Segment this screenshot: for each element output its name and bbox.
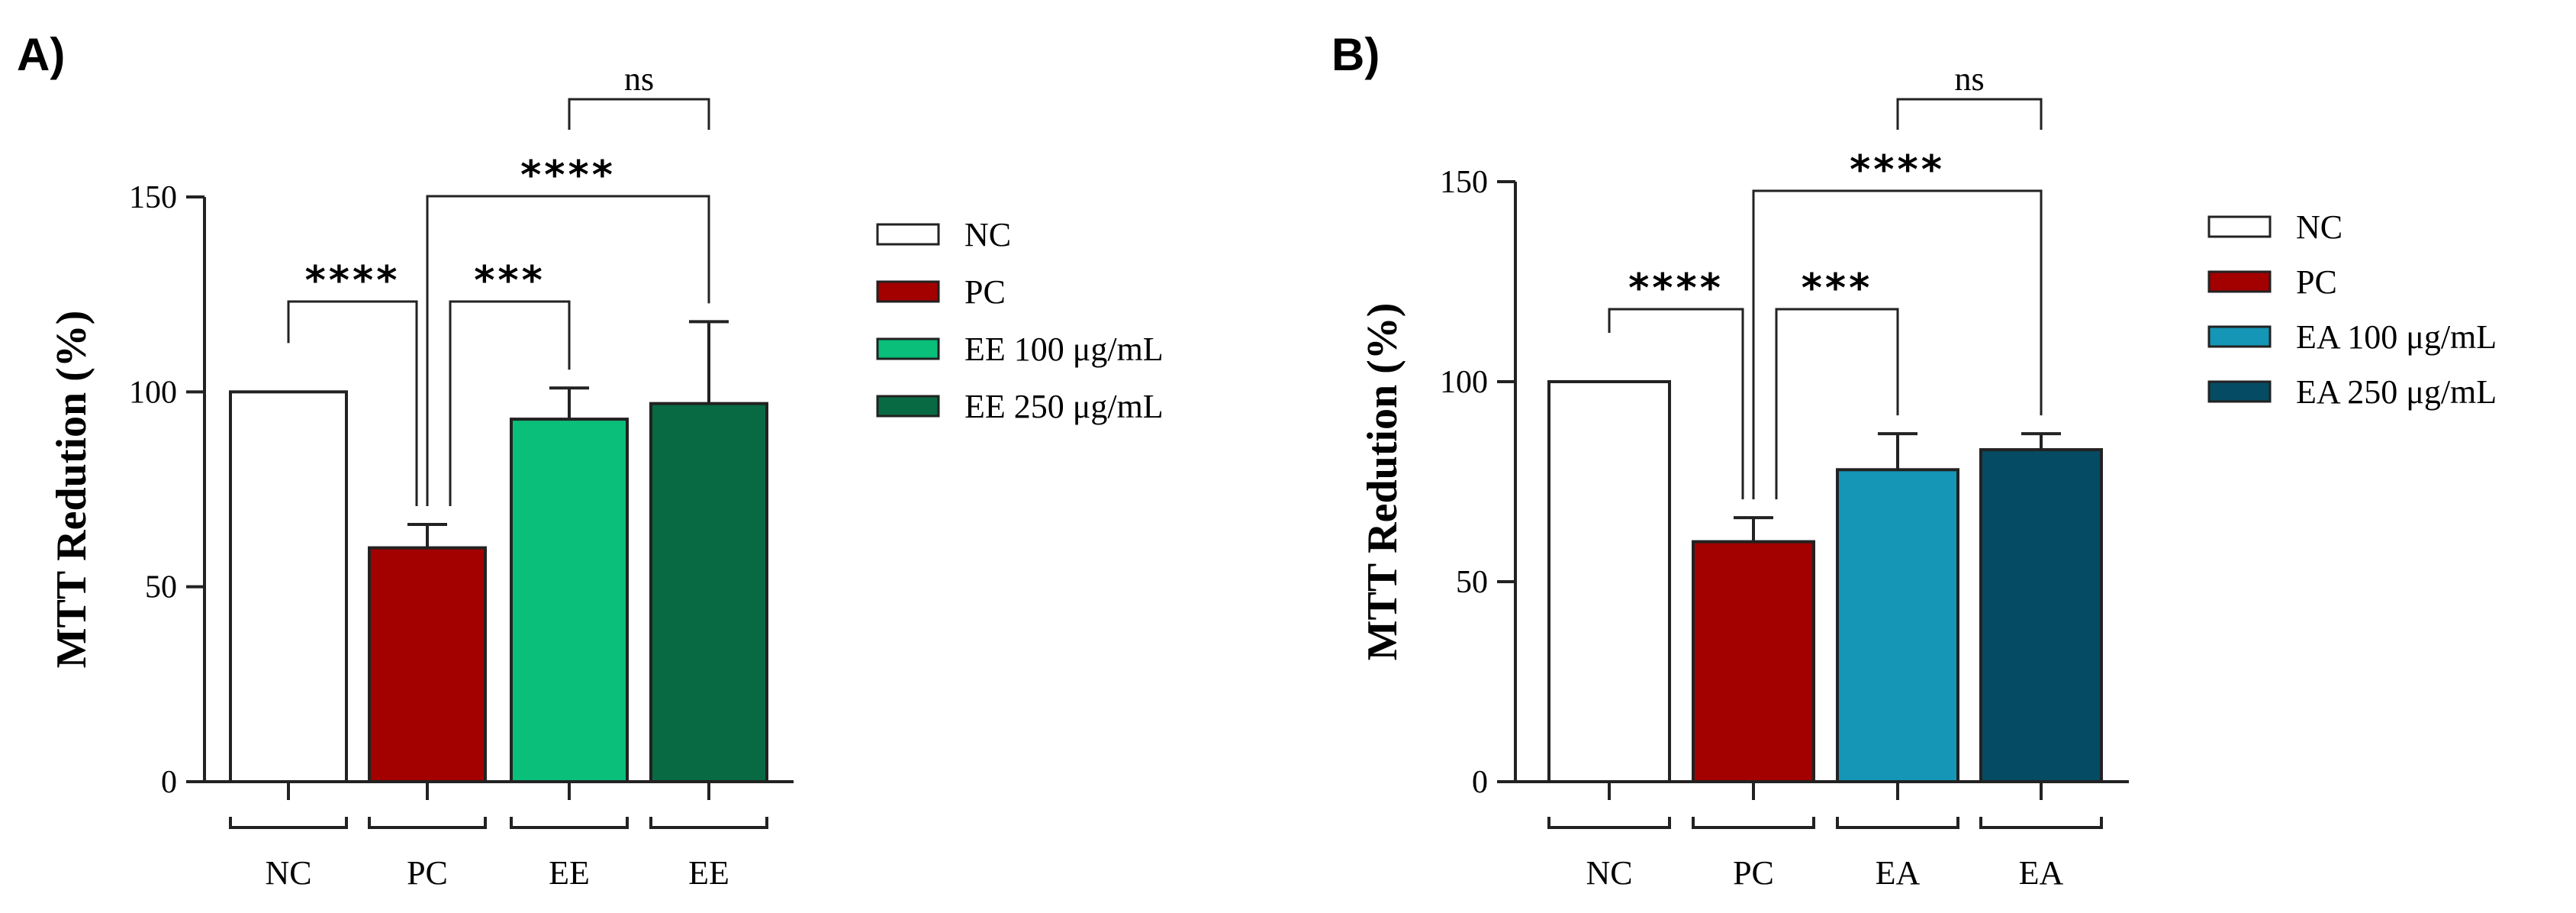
legend-swatch <box>2207 380 2272 403</box>
category-bracket <box>1547 817 1671 829</box>
x-tick-label: EE <box>549 854 590 892</box>
panel-label: A) <box>17 29 65 80</box>
significance-bracket <box>568 98 710 130</box>
y-tick-label: 150 <box>129 180 177 215</box>
significance-bracket <box>1608 308 1744 500</box>
y-tick-label: 0 <box>161 765 177 800</box>
significance-bracket <box>1775 308 1899 500</box>
bar <box>1979 448 2103 784</box>
x-tick-label: EE <box>688 854 729 892</box>
y-axis-label: MTT Redution (%) <box>48 311 95 669</box>
y-tick-label: 50 <box>1456 565 1488 600</box>
legend-swatch <box>876 337 940 360</box>
legend-swatch <box>876 223 940 246</box>
significance-bracket <box>449 300 571 506</box>
legend-label: EA 250 μg/mL <box>2296 373 2497 411</box>
legend-swatch <box>2207 215 2272 238</box>
y-axis-label: MTT Redution (%) <box>1359 303 1406 661</box>
category-bracket <box>1979 817 2103 829</box>
category-bracket <box>368 817 487 829</box>
category-bracket <box>1836 817 1959 829</box>
category-bracket <box>1692 817 1815 829</box>
legend-swatch <box>2207 325 2272 348</box>
legend-label: PC <box>2296 263 2337 301</box>
y-tick-label: 0 <box>1472 765 1488 800</box>
legend-label: EE 250 μg/mL <box>964 388 1164 425</box>
y-tick-label: 100 <box>1440 365 1488 400</box>
significance-label: **** <box>305 258 401 304</box>
significance-label: *** <box>474 258 546 304</box>
significance-label: **** <box>520 153 616 198</box>
x-tick-label: PC <box>407 854 448 892</box>
bar <box>1547 380 1671 783</box>
category-bracket <box>649 817 768 829</box>
x-tick-label: EA <box>1876 854 1921 892</box>
panel-label: B) <box>1331 29 1380 80</box>
x-tick-label: EA <box>2019 854 2064 892</box>
legend-swatch <box>876 395 940 418</box>
significance-label: ns <box>1954 60 1984 98</box>
bar <box>1836 468 1959 784</box>
y-tick-label: 150 <box>1440 165 1488 200</box>
significance-label: ns <box>624 60 654 98</box>
bar <box>1692 540 1815 783</box>
significance-label: **** <box>1850 147 1945 193</box>
bar <box>368 546 487 783</box>
legend-label: NC <box>2296 208 2343 246</box>
significance-bracket <box>1752 189 2043 500</box>
legend-label: NC <box>964 216 1011 253</box>
y-tick-label: 100 <box>129 375 177 410</box>
significance-bracket <box>1896 98 2043 130</box>
significance-bracket <box>426 195 710 506</box>
bar <box>649 402 768 783</box>
category-bracket <box>510 817 629 829</box>
y-tick-label: 50 <box>145 570 177 605</box>
significance-label: *** <box>1802 266 1873 311</box>
x-tick-label: NC <box>1586 854 1632 892</box>
significance-bracket <box>287 300 418 506</box>
legend-label: PC <box>964 273 1006 311</box>
x-tick-label: NC <box>265 854 311 892</box>
bar <box>510 418 629 784</box>
legend-swatch <box>876 280 940 303</box>
significance-label: **** <box>1628 266 1724 311</box>
x-tick-label: PC <box>1733 854 1774 892</box>
category-bracket <box>229 817 348 829</box>
bar <box>229 390 348 783</box>
legend-label: EE 100 μg/mL <box>964 331 1164 368</box>
legend-swatch <box>2207 270 2272 293</box>
legend-label: EA 100 μg/mL <box>2296 318 2497 356</box>
